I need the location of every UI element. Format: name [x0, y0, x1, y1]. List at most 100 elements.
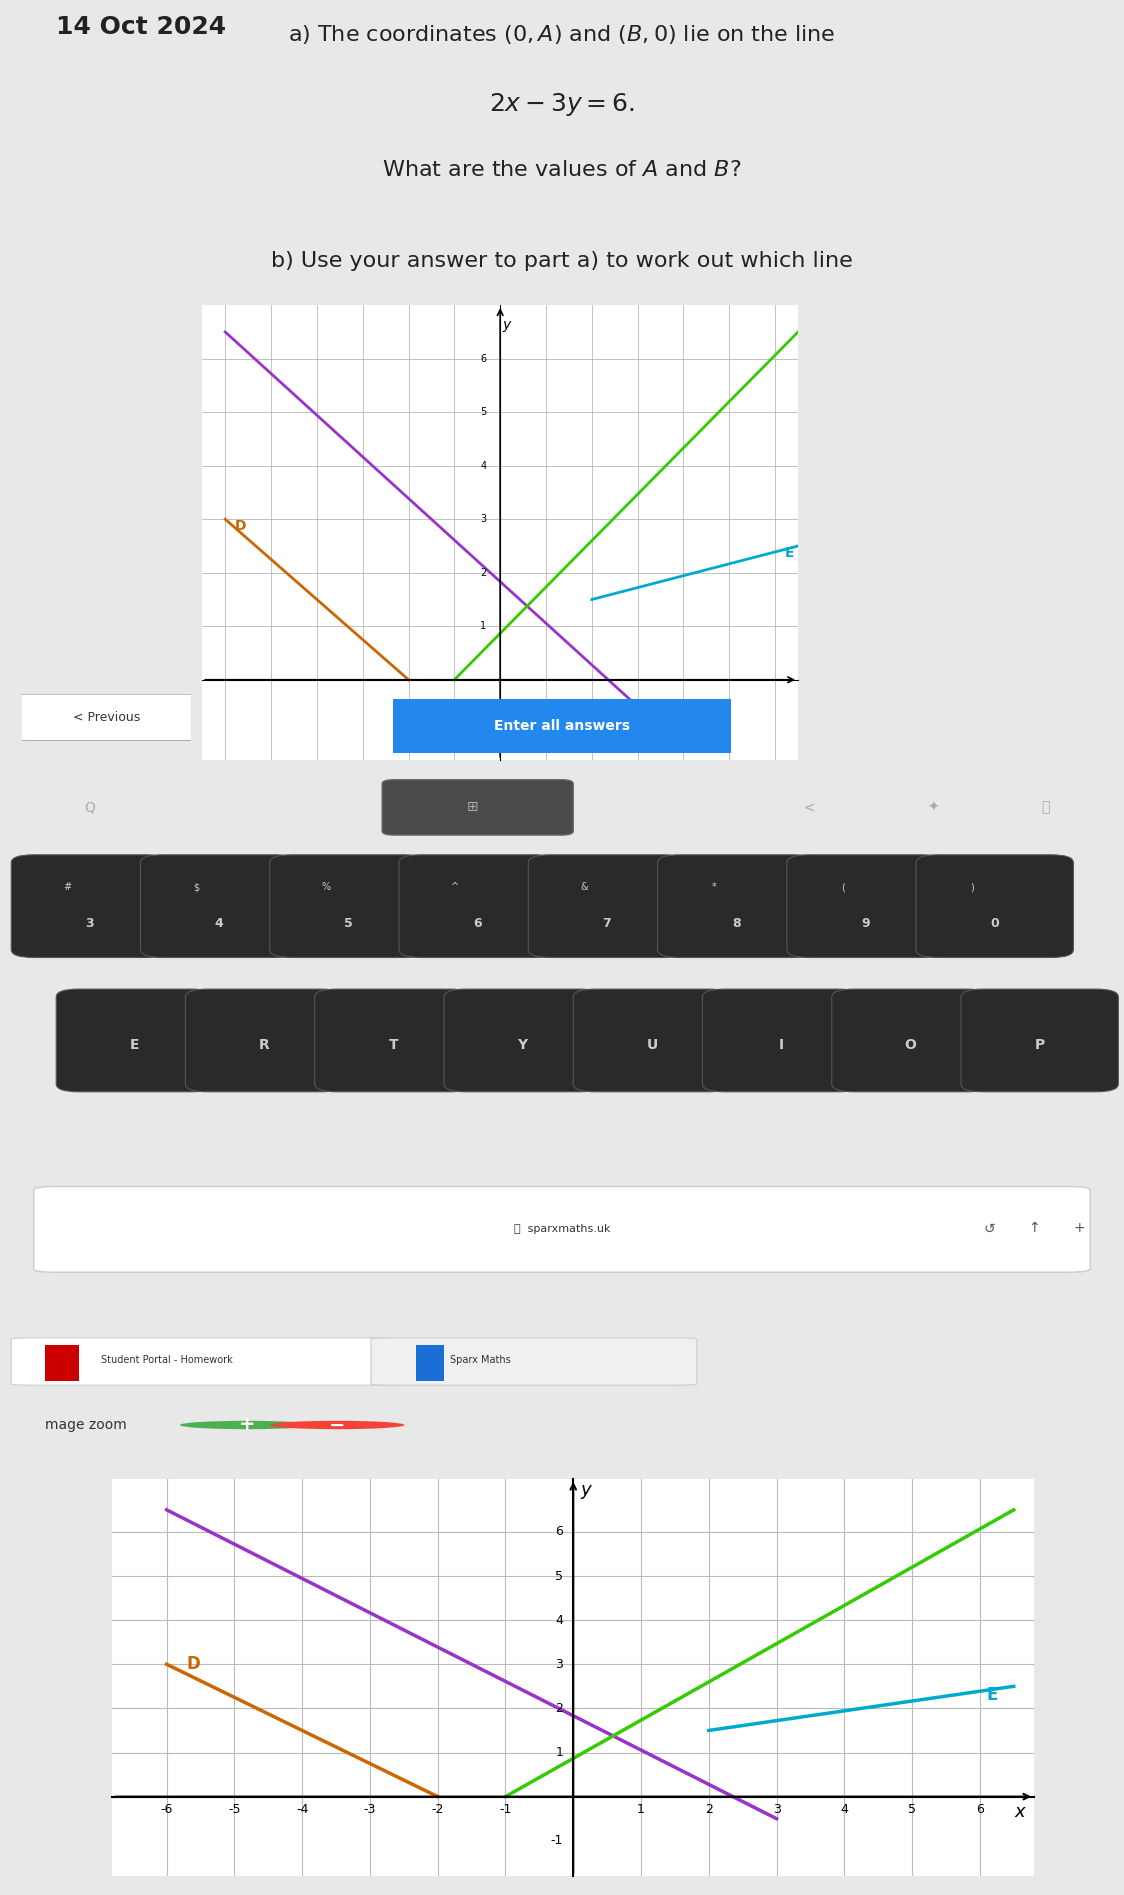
Text: ↑: ↑	[1028, 1222, 1040, 1236]
FancyBboxPatch shape	[56, 989, 214, 1092]
Text: *: *	[711, 881, 716, 893]
Text: D: D	[235, 519, 246, 532]
Text: $y$: $y$	[580, 1484, 593, 1501]
Text: 8: 8	[732, 917, 741, 930]
Text: -3: -3	[364, 1804, 377, 1815]
Text: 3: 3	[480, 514, 487, 525]
FancyBboxPatch shape	[961, 989, 1118, 1092]
Circle shape	[180, 1421, 315, 1429]
FancyBboxPatch shape	[34, 1186, 1090, 1272]
Text: 6: 6	[480, 354, 487, 364]
Text: $y$: $y$	[501, 318, 513, 334]
Text: Y: Y	[517, 1038, 528, 1052]
Text: 6: 6	[976, 1804, 984, 1815]
Text: 2: 2	[480, 568, 487, 578]
FancyBboxPatch shape	[399, 855, 556, 957]
Text: 14 Oct 2024: 14 Oct 2024	[56, 15, 226, 40]
Text: 4: 4	[215, 917, 224, 930]
Text: ↺: ↺	[984, 1222, 995, 1236]
Text: -1: -1	[499, 1804, 511, 1815]
FancyBboxPatch shape	[832, 989, 989, 1092]
FancyBboxPatch shape	[270, 855, 427, 957]
Text: E: E	[987, 1685, 998, 1704]
FancyBboxPatch shape	[371, 1338, 697, 1385]
FancyBboxPatch shape	[140, 855, 298, 957]
Text: E: E	[130, 1038, 139, 1052]
Text: Student Portal - Homework: Student Portal - Homework	[101, 1355, 233, 1364]
Text: −: −	[329, 1416, 345, 1435]
FancyBboxPatch shape	[528, 855, 686, 957]
Text: 9: 9	[861, 917, 870, 930]
FancyBboxPatch shape	[315, 989, 472, 1092]
Text: 2: 2	[555, 1702, 563, 1715]
Text: ⊞: ⊞	[466, 800, 478, 815]
Text: P: P	[1034, 1038, 1045, 1052]
Bar	[45, 1345, 79, 1381]
Text: What are the values of $A$ and $B$?: What are the values of $A$ and $B$?	[382, 159, 742, 180]
Text: -2: -2	[432, 1804, 444, 1815]
Text: T: T	[389, 1038, 398, 1052]
Text: -1: -1	[551, 1834, 563, 1848]
Text: ): )	[970, 881, 975, 893]
FancyBboxPatch shape	[382, 779, 573, 836]
Text: 5: 5	[344, 917, 353, 930]
Text: 1: 1	[555, 1745, 563, 1759]
Text: -4: -4	[296, 1804, 308, 1815]
FancyBboxPatch shape	[702, 989, 860, 1092]
Text: $2x - 3y = 6.$: $2x - 3y = 6.$	[489, 91, 635, 117]
Text: U: U	[646, 1038, 658, 1052]
Text: 3: 3	[772, 1804, 780, 1815]
Text: +: +	[1073, 1222, 1085, 1236]
Text: b) Use your answer to part a) to work out which line: b) Use your answer to part a) to work ou…	[271, 250, 853, 271]
Text: O: O	[905, 1038, 916, 1052]
Text: -6: -6	[161, 1804, 173, 1815]
Text: Enter all answers: Enter all answers	[495, 718, 629, 733]
Text: 🔊: 🔊	[1041, 800, 1050, 815]
FancyBboxPatch shape	[658, 855, 815, 957]
Text: < Previous: < Previous	[73, 711, 140, 724]
FancyBboxPatch shape	[366, 695, 758, 756]
Text: R: R	[259, 1038, 270, 1052]
Text: 4: 4	[841, 1804, 849, 1815]
Text: $: $	[193, 881, 200, 893]
FancyBboxPatch shape	[444, 989, 601, 1092]
FancyBboxPatch shape	[916, 855, 1073, 957]
Text: #: #	[63, 881, 72, 893]
Text: 0: 0	[990, 917, 999, 930]
Text: E: E	[785, 546, 794, 559]
Text: I: I	[779, 1038, 783, 1052]
Text: $x$: $x$	[1014, 1802, 1027, 1821]
Text: -5: -5	[228, 1804, 241, 1815]
Text: ✦: ✦	[927, 800, 939, 815]
Text: Q: Q	[84, 800, 96, 815]
Text: 4: 4	[555, 1615, 563, 1626]
Text: 5: 5	[555, 1569, 563, 1582]
Text: 1: 1	[480, 622, 487, 631]
FancyBboxPatch shape	[185, 989, 343, 1092]
Text: ^: ^	[451, 881, 460, 893]
FancyBboxPatch shape	[9, 694, 205, 741]
FancyBboxPatch shape	[787, 855, 944, 957]
Text: Sparx Maths: Sparx Maths	[450, 1355, 510, 1364]
Text: 6: 6	[555, 1525, 563, 1539]
FancyBboxPatch shape	[573, 989, 731, 1092]
Text: 5: 5	[908, 1804, 916, 1815]
Text: 3: 3	[555, 1658, 563, 1671]
Text: 1: 1	[637, 1804, 645, 1815]
Text: 5: 5	[480, 407, 487, 417]
Text: +: +	[239, 1416, 255, 1435]
Text: D: D	[187, 1654, 201, 1673]
Text: (: (	[841, 881, 845, 893]
Text: 3: 3	[85, 917, 94, 930]
Text: 6: 6	[473, 917, 482, 930]
Text: 2: 2	[705, 1804, 713, 1815]
Text: &: &	[581, 881, 588, 893]
Text: %: %	[321, 881, 330, 893]
FancyBboxPatch shape	[11, 1338, 393, 1385]
Circle shape	[270, 1421, 405, 1429]
Text: 7: 7	[602, 917, 611, 930]
FancyBboxPatch shape	[11, 855, 169, 957]
Text: <: <	[804, 800, 815, 815]
Text: below is $2x - 3y = 6$.: below is $2x - 3y = 6$.	[435, 318, 689, 347]
Bar	[416, 1345, 444, 1381]
